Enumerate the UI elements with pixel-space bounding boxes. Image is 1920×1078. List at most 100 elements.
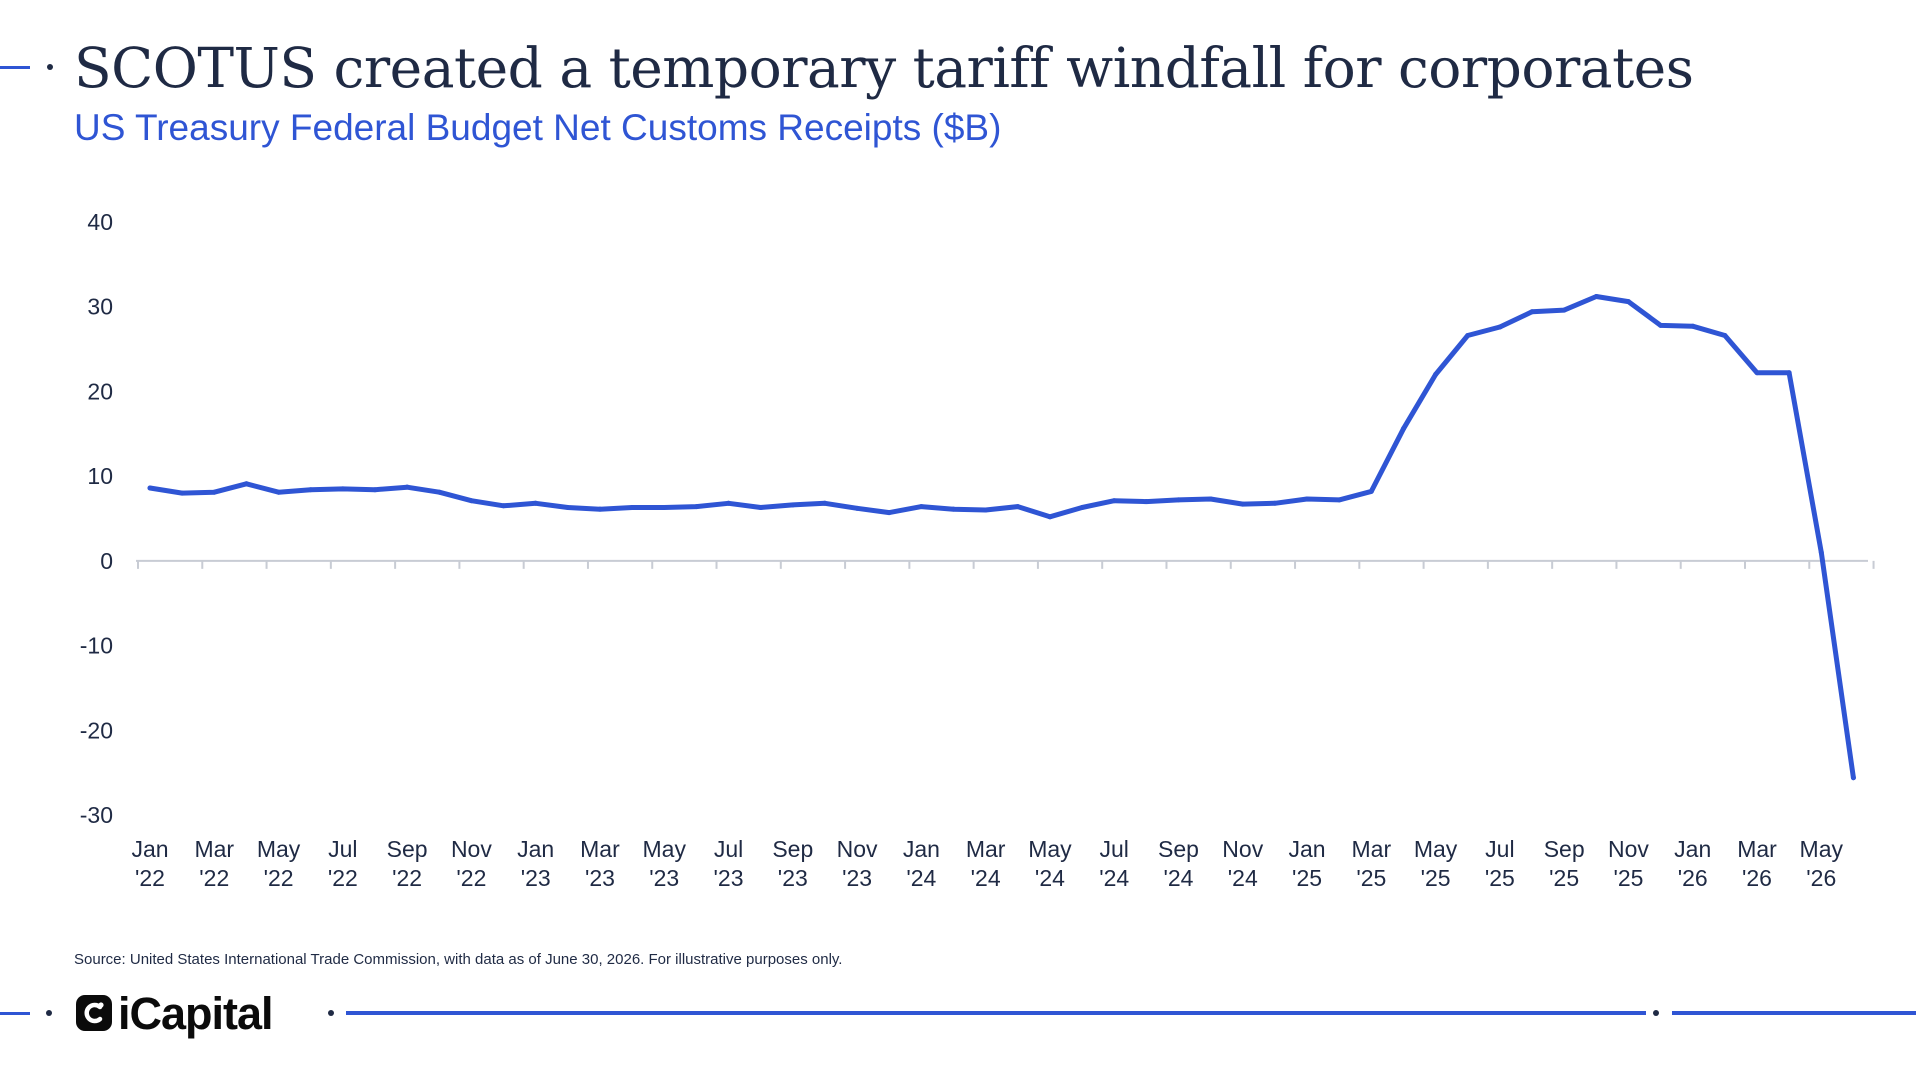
y-axis-tick-labels: 40 30 20 10 0 -10 -20 -30	[80, 209, 113, 828]
data-point-2024-03	[983, 507, 989, 513]
y-tick-label: 30	[87, 294, 113, 320]
data-point-2026-03	[1754, 370, 1760, 376]
x-tick-label-month: May	[1414, 836, 1458, 862]
data-point-2022-12	[501, 503, 507, 509]
x-tick-label-year: '26	[1742, 865, 1772, 891]
x-tick-label-month: Jan	[1674, 836, 1711, 862]
data-point-2025-03	[1368, 488, 1374, 494]
x-tick-label-year: '22	[392, 865, 422, 891]
data-point-2023-09	[790, 502, 796, 508]
data-point-2025-09	[1561, 307, 1567, 313]
data-point-2022-01	[147, 485, 153, 491]
header-accent-dot	[47, 64, 53, 70]
x-axis-ticks	[137, 560, 1875, 569]
data-point-2024-12	[1272, 500, 1278, 506]
x-tick-label-year: '24	[971, 865, 1001, 891]
x-tick-label-month: Jan	[903, 836, 940, 862]
x-tick-label-month: Mar	[194, 836, 234, 862]
footer-dot-right	[1653, 1010, 1659, 1016]
x-tick-label-year: '25	[1613, 865, 1643, 891]
x-tick-label-year: '22	[199, 865, 229, 891]
data-point-2024-11	[1240, 501, 1246, 507]
data-point-2024-07	[1111, 498, 1117, 504]
data-point-2024-06	[1079, 504, 1085, 510]
icapital-logo: iCapital	[76, 987, 274, 1039]
footer-accent-dash	[0, 1012, 30, 1015]
data-point-2025-01	[1304, 496, 1310, 502]
source-note: Source: United States International Trad…	[74, 951, 843, 968]
data-point-2022-05	[276, 489, 282, 495]
data-point-2026-05	[1818, 549, 1824, 555]
x-tick-label-month: Sep	[772, 836, 813, 862]
x-tick-label-month: Jan	[1288, 836, 1325, 862]
x-tick-label-year: '23	[649, 865, 679, 891]
x-tick-label-month: Nov	[1222, 836, 1263, 862]
data-point-2023-01	[533, 500, 539, 506]
x-tick-label-year: '25	[1421, 865, 1451, 891]
data-point-2022-04	[243, 481, 249, 487]
data-point-2023-05	[661, 504, 667, 510]
x-tick-label-year: '24	[906, 865, 936, 891]
x-tick-label-month: Mar	[1737, 836, 1777, 862]
x-tick-label-month: Jan	[131, 836, 168, 862]
data-point-2025-08	[1529, 309, 1535, 315]
x-tick-label-year: '22	[456, 865, 486, 891]
data-point-2023-10	[822, 500, 828, 506]
data-point-2022-03	[211, 489, 217, 495]
page-title: SCOTUS created a temporary tariff windfa…	[74, 36, 1694, 100]
y-tick-label: -10	[80, 633, 113, 659]
series-points	[147, 294, 1856, 781]
data-point-2024-04	[1015, 504, 1021, 510]
data-point-2024-02	[951, 506, 956, 512]
data-point-2026-02	[1722, 333, 1728, 339]
data-point-2023-12	[886, 510, 892, 516]
x-tick-label-year: '26	[1678, 865, 1708, 891]
x-tick-label-month: Sep	[387, 836, 428, 862]
data-point-2025-02	[1336, 497, 1342, 503]
x-tick-label-year: '25	[1356, 865, 1386, 891]
x-tick-label-month: Mar	[966, 836, 1006, 862]
x-tick-label-year: '24	[1099, 865, 1129, 891]
data-point-2025-11	[1625, 299, 1631, 305]
x-tick-label-month: Nov	[837, 836, 878, 862]
x-tick-label-year: '24	[1163, 865, 1193, 891]
data-point-2022-11	[468, 498, 474, 504]
y-tick-label: -30	[80, 802, 113, 828]
x-tick-label-month: May	[257, 836, 301, 862]
x-tick-label-year: '23	[842, 865, 872, 891]
x-axis-tick-labels: Jan '22 Mar '22 May '22 Jul '22 Sep '22 Nov '22 Jan '…	[131, 836, 1843, 891]
x-tick-label-month: Jul	[1485, 836, 1514, 862]
x-tick-label-month: Sep	[1158, 836, 1199, 862]
data-point-2023-08	[758, 504, 764, 510]
data-point-2025-07	[1497, 324, 1503, 330]
data-point-2022-07	[340, 486, 346, 492]
x-tick-label-year: '22	[328, 865, 358, 891]
x-tick-label-year: '24	[1035, 865, 1065, 891]
data-point-2022-08	[372, 487, 378, 493]
x-tick-label-month: Jul	[714, 836, 743, 862]
data-point-2023-04	[629, 504, 635, 510]
x-tick-label-month: Mar	[580, 836, 620, 862]
x-tick-label-year: '25	[1292, 865, 1322, 891]
x-tick-label-month: Mar	[1352, 836, 1392, 862]
x-tick-label-year: '25	[1485, 865, 1515, 891]
y-tick-label: -20	[80, 717, 113, 743]
x-tick-label-month: May	[1800, 836, 1844, 862]
data-point-2023-11	[854, 505, 860, 511]
y-tick-label: 10	[87, 463, 113, 489]
data-point-2023-07	[726, 500, 732, 506]
data-point-2024-01	[918, 504, 924, 510]
x-tick-label-year: '25	[1549, 865, 1579, 891]
footer-accent-dot	[46, 1010, 52, 1016]
x-tick-label-year: '23	[521, 865, 551, 891]
data-point-2026-01	[1690, 323, 1696, 329]
data-point-2025-06	[1465, 333, 1471, 339]
data-point-2024-05	[1047, 514, 1053, 520]
x-tick-label-year: '24	[1228, 865, 1258, 891]
data-point-2022-09	[404, 484, 410, 490]
data-point-2025-12	[1658, 322, 1664, 328]
x-tick-label-year: '22	[264, 865, 294, 891]
icapital-logo-text: iCapital	[118, 987, 274, 1039]
data-point-2023-02	[565, 504, 571, 510]
data-point-2024-08	[1143, 499, 1149, 505]
